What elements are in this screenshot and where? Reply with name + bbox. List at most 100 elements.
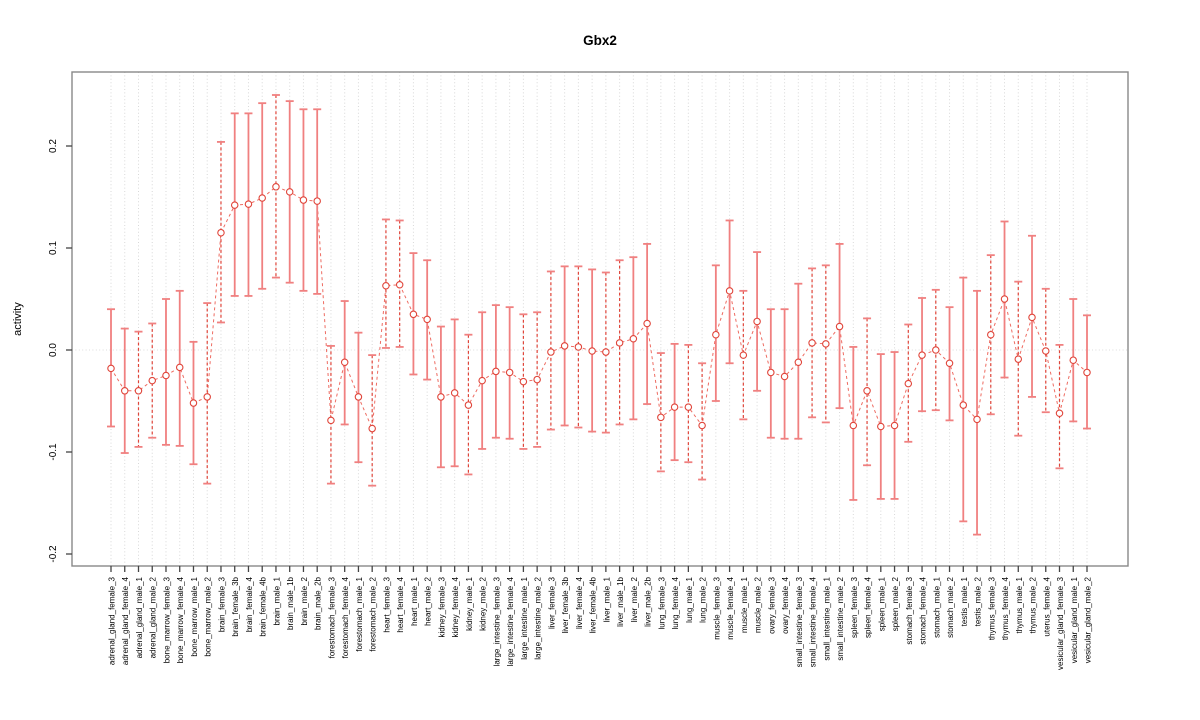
x-tick-label: heart_male_2 [424, 576, 433, 625]
data-point [382, 281, 390, 290]
x-tick-label: small_intestine_female_3 [795, 576, 804, 667]
data-point [767, 368, 775, 377]
x-tick-label: liver_male_1 [602, 576, 611, 622]
x-tick-label: thymus_male_1 [1015, 576, 1024, 633]
data-point [285, 188, 294, 196]
data-point [464, 401, 473, 409]
data-point [780, 372, 789, 381]
data-point [657, 413, 665, 422]
x-tick-label: small_intestine_male_1 [822, 576, 831, 660]
data-point [1069, 356, 1078, 364]
y-axis-label: activity [12, 302, 24, 336]
x-tick-label: kidney_male_2 [479, 576, 488, 630]
x-tick-label: ovary_female_4 [781, 576, 790, 633]
x-tick-label: stomach_female_3 [905, 576, 914, 644]
data-point [739, 351, 748, 359]
data-point [959, 401, 968, 409]
data-point [588, 347, 596, 355]
x-tick-label: liver_male_1b [616, 576, 625, 626]
x-tick-label: kidney_male_1 [465, 576, 474, 630]
x-tick-label: heart_female_4 [396, 576, 405, 632]
x-tick-label: brain_male_2b [314, 576, 323, 629]
data-point [505, 368, 514, 377]
data-point [822, 340, 830, 348]
data-point [175, 363, 184, 372]
x-tick-label: brain_male_1b [286, 576, 295, 629]
x-tick-label: heart_female_3 [382, 576, 391, 632]
x-tick-label: large_intestine_female_4 [506, 576, 515, 666]
data-point [272, 183, 280, 191]
y-tick-label: 0.2 [48, 139, 59, 153]
x-tick-label: bone_marrow_female_4 [176, 576, 185, 663]
data-point [794, 358, 803, 366]
chart-title: Gbx2 [583, 33, 617, 48]
data-point [1014, 355, 1023, 363]
data-point [1042, 347, 1050, 355]
data-point [808, 339, 816, 347]
data-point [753, 317, 761, 326]
data-point [478, 376, 486, 385]
data-point [712, 330, 720, 339]
data-point [574, 343, 583, 351]
x-tick-label: muscle_female_3 [712, 576, 721, 639]
data-point [945, 359, 954, 368]
x-tick-label: bone_marrow_male_2 [204, 576, 213, 656]
data-point [1055, 409, 1064, 417]
data-point [107, 364, 115, 373]
data-point [230, 201, 239, 209]
data-point [987, 330, 995, 339]
x-tick-label: brain_male_2 [300, 576, 309, 625]
data-point [863, 387, 871, 395]
x-tick-label: large_intestine_female_3 [492, 576, 501, 666]
x-tick-label: large_intestine_male_1 [520, 576, 529, 659]
data-point [835, 322, 844, 331]
x-tick-label: kidney_female_4 [451, 576, 460, 637]
x-tick-label: stomach_female_4 [919, 576, 928, 644]
x-tick-label: lung_male_1 [685, 576, 694, 622]
x-tick-label: forestomach_female_3 [327, 576, 336, 658]
data-point [492, 367, 500, 376]
x-tick-label: forestomach_male_2 [369, 576, 378, 651]
x-tick-label: brain_female_4b [259, 576, 268, 636]
data-point [725, 287, 734, 295]
plot-box [71, 71, 1129, 567]
x-tick-label: adrenal_gland_female_3 [108, 576, 117, 665]
x-tick-label: muscle_male_2 [754, 576, 763, 633]
x-tick-label: heart_male_1 [410, 576, 419, 625]
data-point [890, 421, 899, 430]
x-tick-label: stomach_male_1 [932, 576, 941, 637]
connector-line [110, 186, 1088, 431]
data-point [547, 348, 555, 356]
x-tick-label: forestomach_female_4 [341, 576, 350, 658]
data-point [340, 358, 349, 366]
x-tick-label: small_intestine_female_4 [809, 576, 818, 667]
data-point [258, 194, 266, 202]
x-tick-label: lung_male_2 [699, 576, 708, 622]
x-tick-label: stomach_male_2 [946, 576, 955, 637]
data-point [615, 339, 624, 347]
data-point [849, 421, 858, 430]
data-point [120, 387, 129, 395]
x-tick-label: brain_female_4 [245, 576, 254, 632]
data-point [299, 196, 308, 204]
data-point [368, 424, 376, 433]
data-point [533, 375, 541, 384]
x-tick-label: brain_male_1 [272, 576, 281, 625]
data-point [423, 315, 431, 324]
x-tick-label: large_intestine_male_2 [534, 576, 543, 659]
x-tick-label: brain_female_3 [217, 576, 226, 632]
x-tick-label: thymus_male_2 [1029, 576, 1038, 633]
x-tick-label: forestomach_male_1 [355, 576, 364, 651]
x-tick-label: lung_female_3 [657, 576, 666, 629]
y-tick-label: 0.1 [48, 241, 59, 255]
data-point [698, 421, 706, 430]
data-point [918, 351, 926, 359]
data-point [162, 371, 170, 380]
data-point [1000, 295, 1009, 303]
data-point [1028, 313, 1036, 322]
data-point [437, 393, 445, 401]
data-point [244, 200, 253, 208]
x-tick-label: spleen_male_1 [877, 576, 886, 631]
data-point [602, 348, 610, 356]
